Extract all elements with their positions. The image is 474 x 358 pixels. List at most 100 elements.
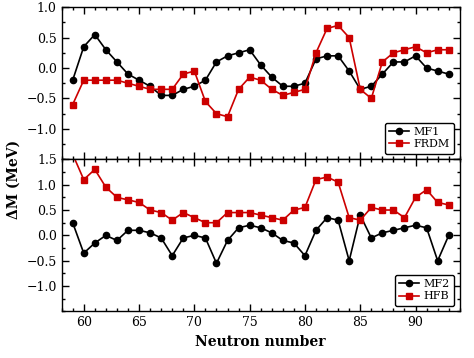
MF1 — [368, 84, 374, 88]
MF1 — [401, 60, 407, 64]
MF1 — [357, 87, 363, 91]
Line: MF1: MF1 — [70, 32, 452, 98]
HFB — [114, 195, 120, 199]
MF2 — [92, 241, 98, 245]
HFB — [191, 216, 197, 220]
MF1 — [258, 63, 264, 67]
FRDM — [335, 23, 341, 28]
MF2 — [413, 223, 419, 227]
HFB — [401, 216, 407, 220]
X-axis label: Neutron number: Neutron number — [195, 335, 326, 349]
HFB — [324, 175, 330, 179]
FRDM — [380, 60, 385, 64]
MF2 — [114, 238, 120, 243]
MF1 — [291, 84, 297, 88]
HFB — [181, 211, 186, 215]
FRDM — [114, 78, 120, 82]
FRDM — [136, 84, 142, 88]
MF2 — [269, 231, 274, 235]
MF2 — [136, 228, 142, 232]
MF1 — [236, 50, 241, 55]
HFB — [258, 213, 264, 217]
MF2 — [181, 236, 186, 240]
HFB — [158, 211, 164, 215]
MF2 — [380, 231, 385, 235]
FRDM — [81, 78, 87, 82]
HFB — [103, 185, 109, 189]
MF1 — [181, 87, 186, 91]
MF2 — [202, 236, 208, 240]
Legend: MF1, FRDM: MF1, FRDM — [384, 123, 454, 154]
FRDM — [346, 35, 352, 40]
HFB — [169, 218, 175, 222]
MF1 — [158, 93, 164, 97]
FRDM — [214, 112, 219, 116]
MF2 — [158, 236, 164, 240]
MF1 — [413, 54, 419, 58]
HFB — [247, 211, 253, 215]
MF2 — [280, 238, 286, 243]
MF1 — [335, 54, 341, 58]
HFB — [147, 208, 153, 212]
FRDM — [313, 50, 319, 55]
FRDM — [435, 48, 440, 52]
MF2 — [391, 228, 396, 232]
HFB — [280, 218, 286, 222]
MF1 — [103, 48, 109, 52]
FRDM — [125, 81, 131, 85]
HFB — [446, 203, 452, 207]
MF2 — [125, 228, 131, 232]
FRDM — [258, 78, 264, 82]
HFB — [291, 208, 297, 212]
MF2 — [335, 218, 341, 222]
FRDM — [291, 90, 297, 95]
HFB — [225, 211, 230, 215]
MF1 — [313, 57, 319, 61]
HFB — [346, 216, 352, 220]
MF1 — [169, 93, 175, 97]
FRDM — [368, 96, 374, 101]
MF2 — [435, 258, 440, 263]
HFB — [214, 221, 219, 225]
Text: ΔM (MeV): ΔM (MeV) — [7, 139, 21, 219]
FRDM — [280, 93, 286, 97]
FRDM — [413, 44, 419, 49]
HFB — [236, 211, 241, 215]
HFB — [269, 216, 274, 220]
MF1 — [391, 60, 396, 64]
FRDM — [147, 87, 153, 91]
MF1 — [136, 78, 142, 82]
FRDM — [236, 87, 241, 91]
FRDM — [158, 87, 164, 91]
MF1 — [346, 69, 352, 73]
FRDM — [225, 115, 230, 119]
HFB — [368, 205, 374, 210]
MF1 — [81, 44, 87, 49]
HFB — [125, 198, 131, 202]
MF2 — [169, 253, 175, 258]
MF2 — [225, 238, 230, 243]
HFB — [313, 178, 319, 182]
MF2 — [147, 231, 153, 235]
MF1 — [125, 72, 131, 76]
MF2 — [103, 233, 109, 238]
MF1 — [114, 60, 120, 64]
FRDM — [92, 78, 98, 82]
MF1 — [225, 54, 230, 58]
FRDM — [269, 87, 274, 91]
MF2 — [424, 226, 429, 230]
MF2 — [302, 253, 308, 258]
MF1 — [380, 72, 385, 76]
Legend: MF2, HFB: MF2, HFB — [395, 275, 454, 306]
FRDM — [401, 48, 407, 52]
MF1 — [446, 72, 452, 76]
FRDM — [191, 69, 197, 73]
MF2 — [81, 251, 87, 255]
MF1 — [70, 78, 75, 82]
MF1 — [147, 84, 153, 88]
MF1 — [324, 54, 330, 58]
MF2 — [346, 258, 352, 263]
HFB — [70, 152, 75, 156]
MF2 — [357, 213, 363, 217]
Line: FRDM: FRDM — [70, 22, 452, 120]
